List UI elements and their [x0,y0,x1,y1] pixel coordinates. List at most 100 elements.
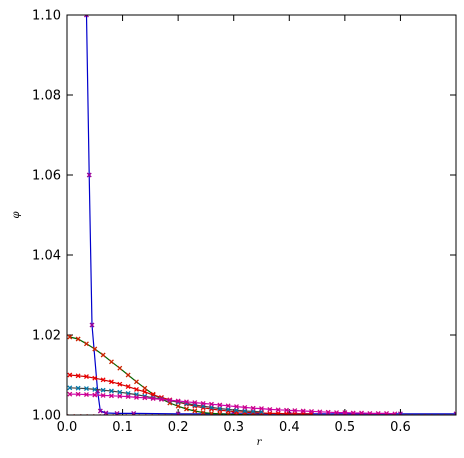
y-tick-label-5: 1.10 [32,9,61,24]
series-layer [67,15,456,415]
series-4-point-3 [92,392,98,398]
series-1 [67,334,264,415]
series-4-point-29 [309,408,314,414]
series-2-point-2 [83,374,89,380]
series-1-point-14 [184,406,189,412]
y-tick-label-0: 1.00 [32,409,61,424]
x-tick-label-0: 0.0 [57,420,78,435]
series-4-point-23 [259,406,264,412]
series-1-point-2 [83,341,89,347]
series-4-point-15 [192,400,198,406]
series-4-point-6 [117,393,123,399]
series-2-point-6 [117,381,123,387]
series-0-point-4 [97,408,103,414]
series-2-line [69,374,312,415]
series-2-point-9 [142,389,148,395]
series-1-line [69,336,262,415]
series-1-point-7 [125,372,131,378]
series-3-point-4 [100,387,106,393]
series-1-point-18 [217,411,223,415]
series-0-point-13 [453,411,456,415]
series-4-point-14 [184,399,189,405]
series-2-point-5 [108,379,114,385]
series-4-point-28 [300,408,306,414]
y-axis-label: φ [11,211,22,218]
series-0-point-2 [89,322,95,328]
series-2-point-0 [67,372,73,378]
series-3-point-6 [117,389,123,395]
series-4-point-7 [125,394,131,400]
series-0-point-0 [83,15,89,18]
axis-ticks [66,14,456,416]
x-tick-label-6: 0.6 [390,420,411,435]
series-0-point-1 [86,172,92,178]
x-tick-label-4: 0.4 [279,420,300,435]
series-4-point-24 [267,406,273,412]
series-4-point-31 [325,409,331,415]
series-4-point-30 [317,409,323,415]
y-tick-label-2: 1.04 [32,249,61,264]
x-tick-label-2: 0.2 [168,420,189,435]
series-4-point-12 [167,397,173,403]
series-4-point-19 [225,403,231,409]
series-1-point-6 [117,365,123,371]
y-tick-label-3: 1.06 [32,169,61,184]
series-2-point-7 [125,384,131,390]
series-4-point-10 [150,396,156,402]
series-4-point-8 [134,394,139,400]
series-2-point-4 [100,377,106,383]
series-4-point-20 [234,404,239,410]
series-4-point-34 [350,410,356,415]
y-tick-label-1: 1.02 [32,329,61,344]
series-0 [83,15,456,415]
series-0-point-8 [175,411,181,415]
series-1-point-9 [142,385,148,391]
series-4-point-11 [159,396,164,402]
series-0-line [85,15,456,415]
series-1-point-16 [200,410,206,415]
series-4-point-27 [292,408,298,414]
series-1-point-1 [75,336,81,342]
x-tick-label-5: 0.5 [335,420,356,435]
series-1-point-4 [100,352,106,358]
series-3-point-20 [234,407,239,413]
series-3-point-2 [83,386,89,392]
series-3 [67,385,264,415]
y-tick-label-4: 1.08 [32,89,61,104]
series-4-point-5 [108,393,114,399]
series-3-point-21 [242,408,248,414]
series-3-point-0 [67,385,73,391]
series-0-point-12 [397,411,403,415]
series-4-point-0 [67,391,73,397]
series-1-point-15 [192,408,198,414]
x-tick-labels: 0.0 0.1 0.2 0.3 0.4 0.5 0.6 [57,420,411,435]
series-2-point-26 [284,411,289,415]
series-3-point-19 [225,406,231,412]
series-4-point-32 [334,410,339,415]
y-tick-labels: 1.00 1.02 1.04 1.06 1.08 1.10 [32,9,61,424]
series-4-point-2 [83,392,89,398]
series-4-point-18 [217,402,223,408]
series-1-point-5 [108,359,114,365]
series-4-point-22 [250,405,256,411]
x-axis-label: r [257,437,263,448]
series-4-point-39 [392,411,398,415]
series-2-point-8 [134,386,139,392]
series-3-point-3 [92,386,98,392]
series-2-point-1 [75,373,81,379]
series-4-point-25 [275,407,281,413]
series-4-point-1 [75,391,81,397]
series-1-point-0 [67,334,73,340]
series-4-point-13 [175,398,181,404]
series-1-point-13 [175,403,181,409]
series-3-point-18 [217,406,223,412]
series-4-point-4 [100,392,106,398]
series-4-point-16 [200,400,206,406]
plot-frame [66,14,457,416]
series-1-point-3 [92,346,98,352]
series-3-point-5 [108,388,114,394]
series-4-point-17 [209,401,214,407]
series-4-point-21 [242,404,248,410]
series-2-point-3 [92,375,98,381]
